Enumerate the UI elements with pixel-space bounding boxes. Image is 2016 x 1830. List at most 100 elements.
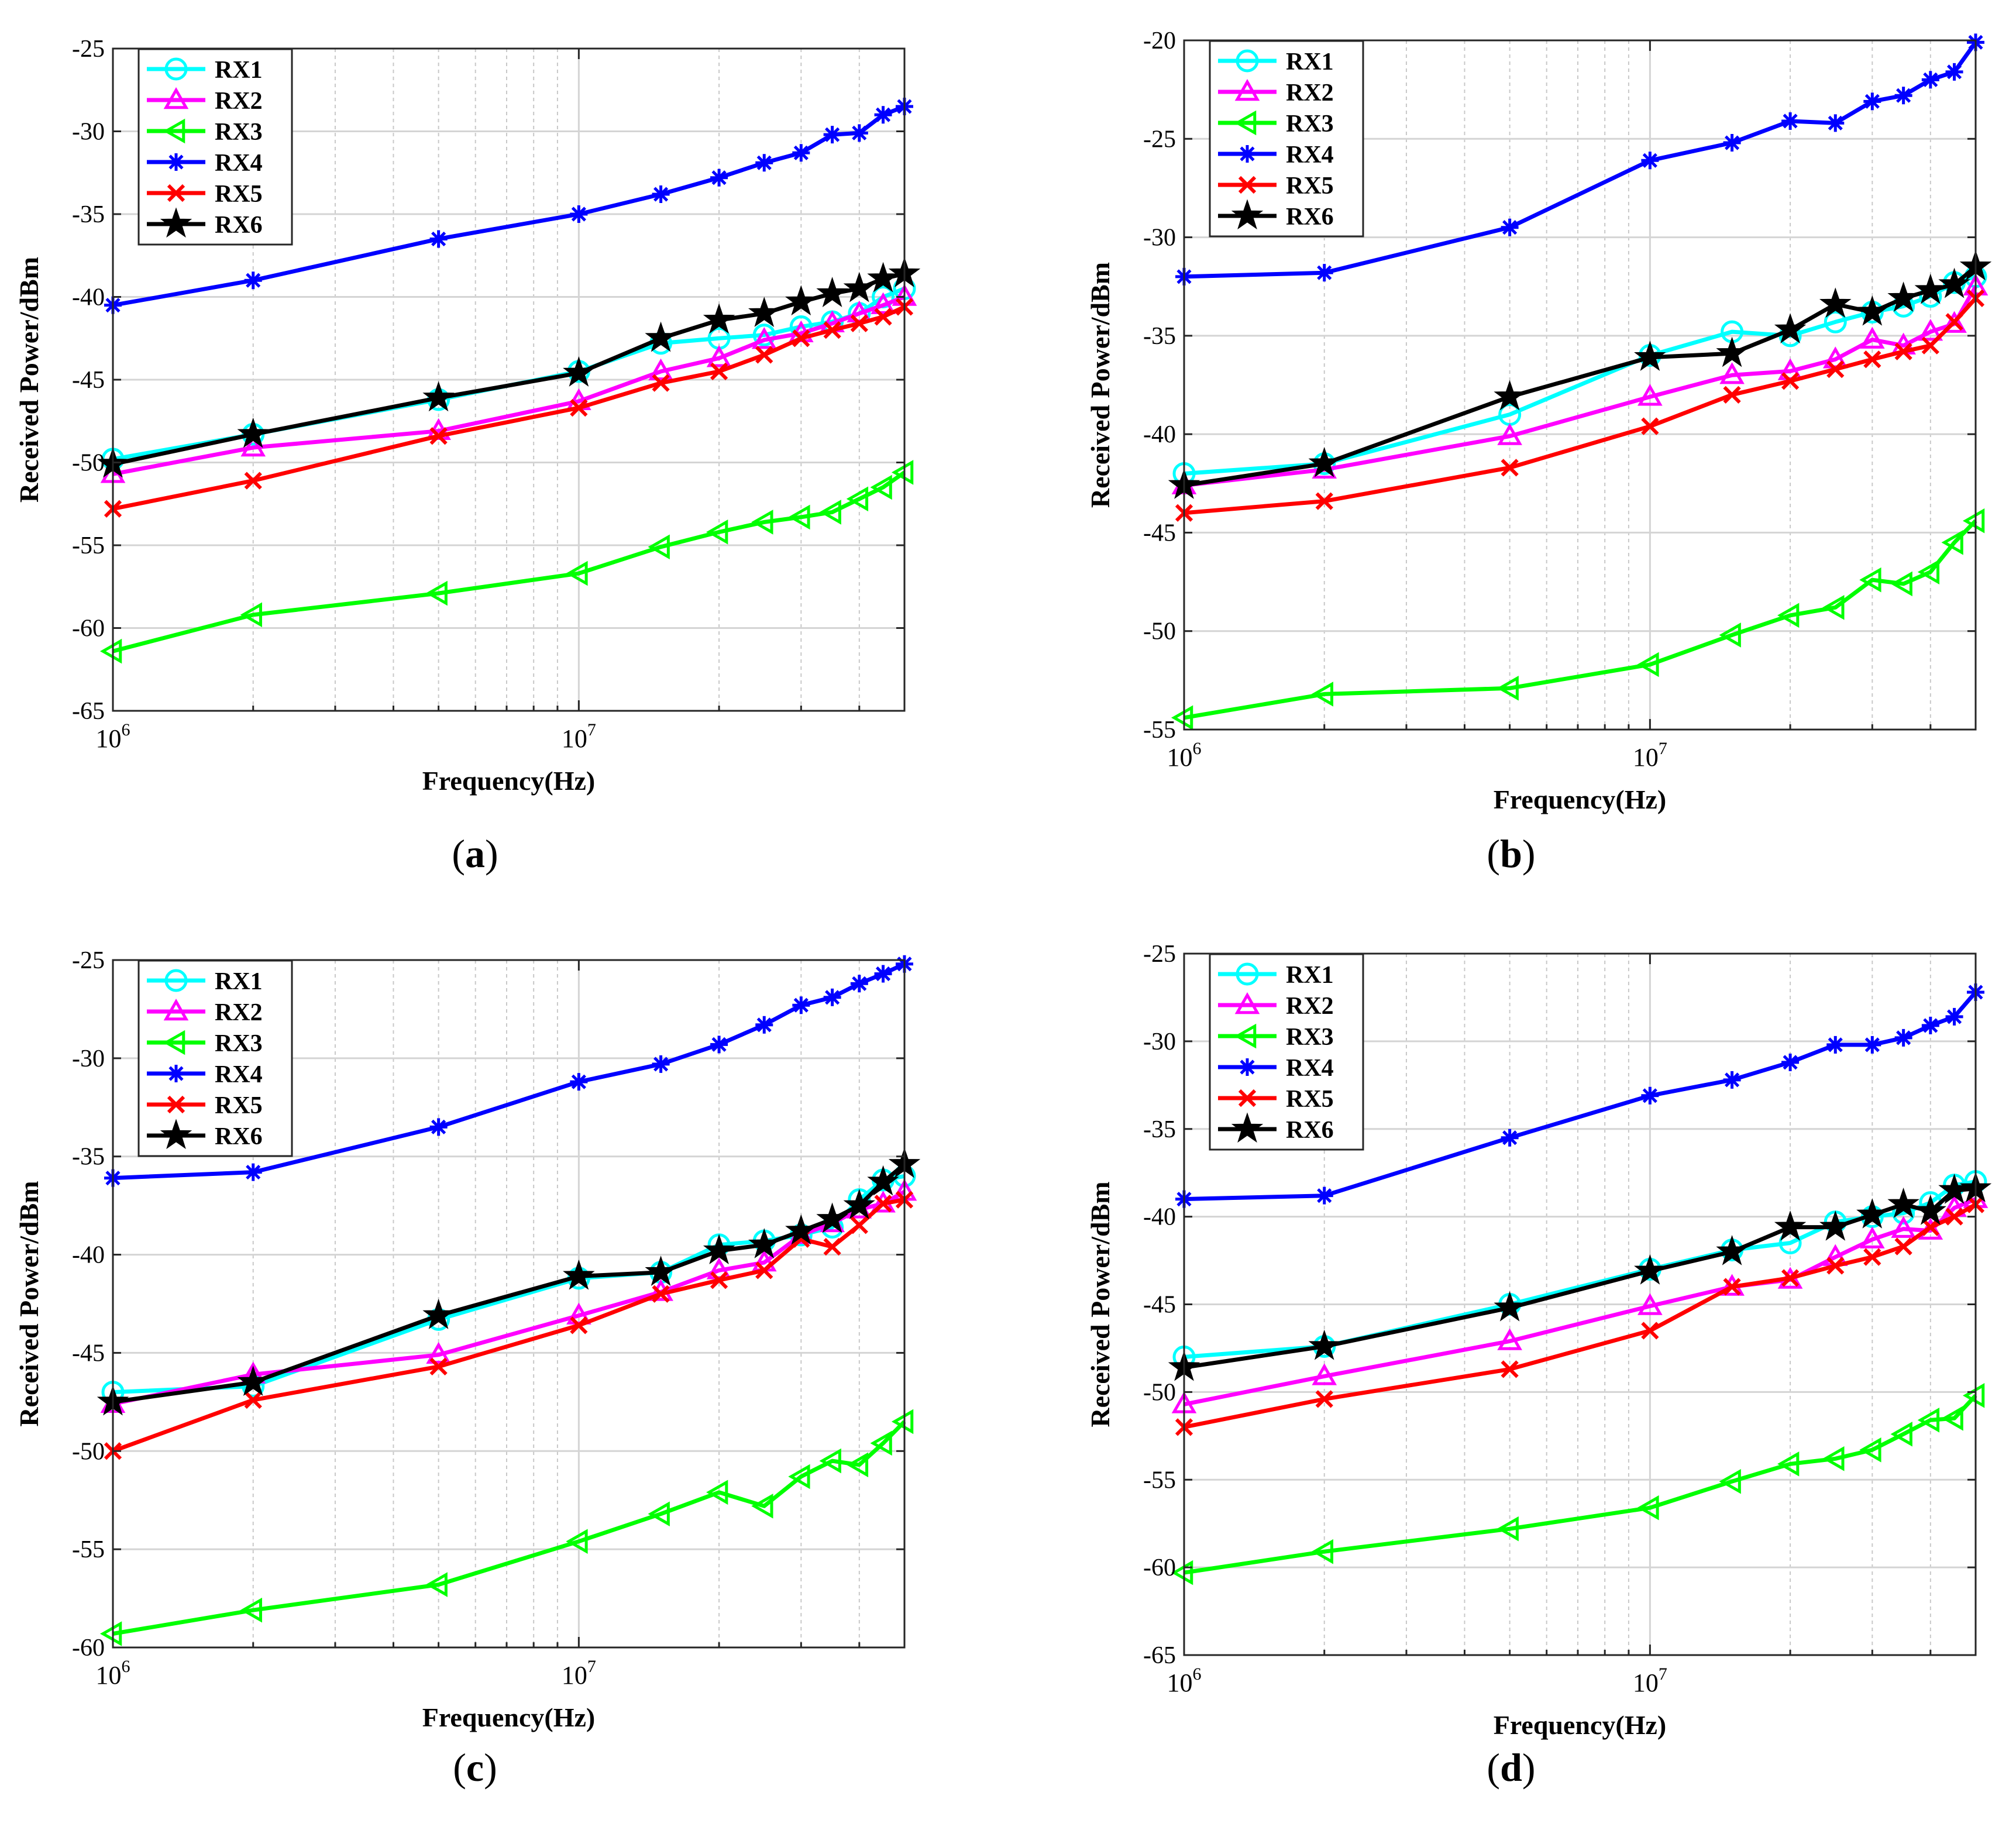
data-point [867, 262, 899, 293]
legend-marker [160, 207, 192, 238]
y-axis-label: Received Power/dBm [1085, 1181, 1115, 1427]
data-point [570, 398, 588, 417]
data-point [1719, 1468, 1741, 1494]
series-line [1184, 519, 1977, 720]
data-point [748, 1228, 780, 1258]
data-point [850, 314, 868, 332]
data-point [1496, 1516, 1519, 1542]
data-point [1887, 1187, 1919, 1218]
legend-label: RX2 [215, 88, 263, 115]
data-point [1774, 313, 1807, 343]
data-point [1781, 372, 1800, 390]
y-tick-label: -40 [1143, 1204, 1176, 1231]
data-point [874, 308, 892, 326]
data-point [706, 1480, 728, 1505]
legend-item-rx5: RX5 [1218, 173, 1334, 199]
data-point [1781, 1269, 1800, 1287]
legend-label: RX5 [215, 1092, 263, 1119]
legend-marker [163, 118, 185, 144]
data-point [870, 474, 892, 500]
data-point [843, 1188, 875, 1219]
data-point [1860, 1226, 1885, 1248]
data-point [422, 1298, 455, 1329]
data-point [422, 381, 455, 412]
legend-item-rx2: RX2 [1218, 78, 1334, 106]
legend-marker [167, 1065, 185, 1082]
y-tick-label: -55 [1143, 717, 1176, 744]
panel-c: -25 -30 -35 -40 -45 -50 -55 -60 106 107 Frequency(… [0, 915, 1008, 1830]
legend-item-rx4: RX4 [147, 1061, 263, 1088]
data-point [816, 277, 848, 308]
legend-label: RX1 [1286, 49, 1334, 75]
legend-marker [1234, 992, 1260, 1014]
legend-item-rx4: RX4 [147, 150, 263, 177]
data-point [1894, 87, 1912, 105]
data-point [1641, 152, 1659, 170]
legend-marker [1236, 49, 1259, 73]
data-point [1723, 1278, 1741, 1296]
legend-item-rx2: RX2 [147, 87, 263, 115]
x-axis-label: Frequency(Hz) [422, 1702, 596, 1732]
y-tick-label: -30 [1143, 1028, 1176, 1055]
data-point [867, 1165, 899, 1196]
data-point [240, 434, 266, 457]
data-point [1945, 1208, 1963, 1226]
legend-label: RX4 [215, 1061, 263, 1088]
data-point [1634, 1254, 1666, 1285]
data-point [1497, 1328, 1522, 1350]
legend-item-rx5: RX5 [1218, 1086, 1334, 1113]
x-tick-label: 106 [96, 720, 130, 753]
data-point [99, 638, 122, 664]
data-point [1891, 1216, 1916, 1238]
data-point [1914, 1194, 1946, 1225]
x-tick-label: 107 [562, 1657, 596, 1690]
data-point [240, 602, 262, 628]
data-point [1941, 1406, 1963, 1431]
legend-label: RX3 [1286, 111, 1334, 137]
data-point [819, 500, 841, 525]
data-point [1311, 1539, 1333, 1564]
data-point [1641, 1322, 1659, 1340]
y-tick-label: -50 [72, 450, 105, 477]
series-line [112, 305, 906, 511]
y-tick-label: -50 [72, 1438, 105, 1465]
data-point [1921, 336, 1939, 355]
panel-b: -20 -25 -30 -35 -40 -45 -50 -55 106 107 Frequency(… [1008, 0, 2016, 915]
legend-label: RX4 [215, 150, 263, 177]
data-point [874, 1195, 892, 1213]
data-point [652, 1055, 670, 1073]
series-rx6 [97, 257, 921, 478]
legend-label: RX3 [1286, 1024, 1334, 1051]
legend: RX1 RX2 RX3 RX4 RX5 RX6 [137, 48, 293, 246]
data-point [563, 356, 595, 387]
data-point [1777, 603, 1800, 628]
legend-item-rx3: RX3 [147, 1030, 263, 1057]
x-axis-label: Frequency(Hz) [1494, 785, 1667, 814]
data-point [425, 1572, 448, 1597]
y-tick-label: -25 [1143, 941, 1176, 968]
series-rx3 [99, 460, 914, 664]
data-point [1921, 1016, 1939, 1034]
data-point [429, 1357, 448, 1376]
legend-item-rx6: RX6 [1218, 199, 1334, 231]
data-point [1641, 1086, 1659, 1105]
data-point [1859, 567, 1881, 593]
data-point [1501, 1360, 1519, 1378]
y-tick-label: -30 [72, 1045, 105, 1072]
data-point [1890, 1422, 1912, 1447]
data-point [648, 534, 670, 560]
legend-marker [167, 1095, 185, 1114]
data-point [1501, 459, 1519, 477]
data-point [871, 292, 896, 314]
legend-label: RX6 [215, 212, 263, 239]
data-point [429, 427, 448, 445]
series-rx5 [104, 1191, 914, 1460]
data-point [652, 374, 670, 392]
legend-item-rx2: RX2 [147, 998, 263, 1026]
series-line [112, 271, 905, 466]
legend-box [1209, 953, 1364, 1151]
data-point [1856, 1198, 1888, 1229]
data-point [1497, 423, 1522, 445]
